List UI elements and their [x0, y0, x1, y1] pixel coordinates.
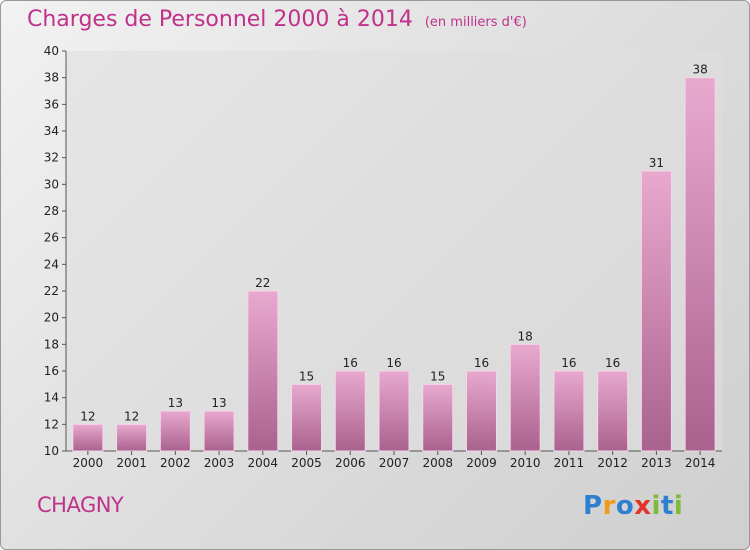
bar-value-label: 15	[299, 369, 314, 383]
x-tick-label: 2010	[510, 456, 541, 470]
bar	[116, 423, 148, 452]
x-tick-label: 2008	[422, 456, 453, 470]
bar-value-label: 12	[124, 409, 139, 423]
y-tick-label: 24	[44, 257, 59, 271]
plot-area: 10 12 14 16 18 20 22 24 26 28 30 32 34 36 38 40 12 2000 12…	[44, 44, 722, 470]
bar	[72, 423, 104, 452]
bar-value-label: 13	[168, 396, 183, 410]
bar-value-label: 13	[211, 396, 226, 410]
bar	[509, 343, 541, 452]
x-tick-label: 2001	[116, 456, 147, 470]
bar-value-label: 16	[561, 356, 576, 370]
x-tick-label: 2014	[685, 456, 716, 470]
logo-letter: x	[634, 491, 652, 521]
city-name: CHAGNY	[37, 493, 124, 517]
chart-title: Charges de Personnel 2000 à 2014 (en mill…	[27, 7, 527, 32]
bar	[640, 170, 672, 452]
bar	[597, 370, 629, 452]
x-tick-label: 2007	[379, 456, 410, 470]
proxiti-logo: Proxiti	[583, 491, 683, 521]
logo-letter: o	[615, 491, 635, 521]
bar	[378, 370, 410, 452]
bar	[684, 77, 716, 452]
logo-letter: r	[602, 491, 616, 521]
y-tick-label: 38	[44, 71, 59, 85]
x-tick-label: 2006	[335, 456, 366, 470]
y-tick-label: 40	[44, 44, 59, 58]
bar-value-label: 16	[605, 356, 620, 370]
x-tick-label: 2011	[554, 456, 585, 470]
bar-value-label: 16	[386, 356, 401, 370]
bar	[291, 383, 323, 452]
bar-value-label: 22	[255, 276, 270, 290]
y-tick-label: 26	[44, 231, 59, 245]
x-tick-label: 2002	[160, 456, 191, 470]
x-tick-label: 2004	[248, 456, 279, 470]
bar-value-label: 15	[430, 369, 445, 383]
x-tick-label: 2000	[73, 456, 104, 470]
bar	[465, 370, 497, 452]
y-tick-label: 16	[44, 364, 59, 378]
bar-value-label: 38	[692, 63, 707, 77]
y-tick-label: 18	[44, 337, 59, 351]
x-tick-label: 2009	[466, 456, 497, 470]
bar-value-label: 16	[474, 356, 489, 370]
bar	[422, 383, 454, 452]
x-tick-label: 2005	[291, 456, 322, 470]
bar-value-label: 18	[518, 329, 533, 343]
chart-subtitle: (en milliers d'€)	[424, 15, 527, 30]
y-tick-label: 28	[44, 204, 59, 218]
bar-value-label: 16	[343, 356, 358, 370]
y-tick-label: 30	[44, 177, 59, 191]
y-tick-label: 36	[44, 97, 59, 111]
title-text: Charges de Personnel 2000 à 2014	[27, 7, 413, 32]
bar	[203, 410, 235, 452]
y-tick-label: 10	[44, 444, 59, 458]
bar-value-label: 12	[80, 409, 95, 423]
logo-letter: P	[583, 491, 603, 521]
y-tick-label: 20	[44, 311, 59, 325]
bar	[159, 410, 191, 452]
y-tick-label: 14	[44, 391, 59, 405]
y-tick-label: 12	[44, 417, 59, 431]
x-tick-label: 2013	[641, 456, 672, 470]
x-tick-label: 2003	[204, 456, 235, 470]
bar	[247, 290, 279, 452]
x-tick-label: 2012	[597, 456, 628, 470]
y-tick-label: 34	[44, 124, 59, 138]
logo-letter: i	[651, 491, 661, 521]
bar	[334, 370, 366, 452]
bar-value-label: 31	[649, 156, 664, 170]
y-tick-label: 32	[44, 151, 59, 165]
bar	[553, 370, 585, 452]
y-tick-label: 22	[44, 284, 59, 298]
logo-letter: t	[660, 491, 674, 521]
logo-letter: i	[673, 491, 684, 521]
